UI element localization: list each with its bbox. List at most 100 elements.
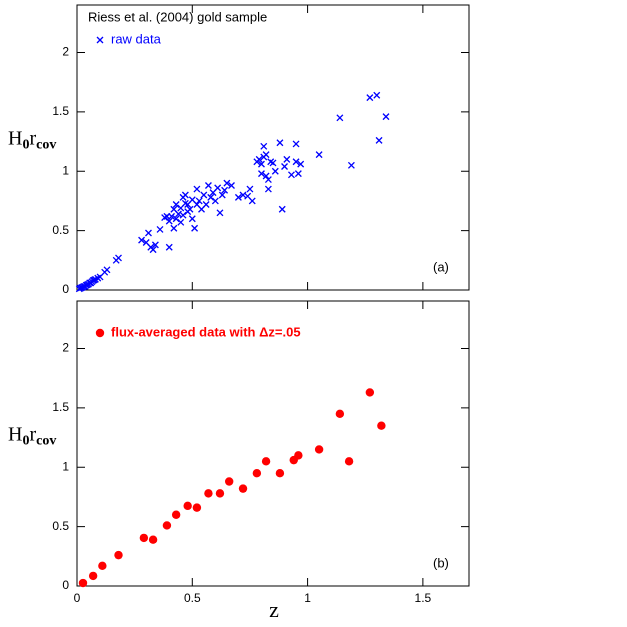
marker-stroke (271, 167, 279, 175)
data-point (207, 193, 215, 201)
data-point (264, 185, 272, 193)
y-tick-label: 1 (62, 163, 69, 177)
legend-marker (96, 36, 104, 44)
data-point (179, 211, 187, 219)
data-point (264, 176, 272, 184)
marker-stroke (258, 160, 265, 168)
data-point (181, 191, 189, 199)
marker-stroke (211, 197, 219, 205)
marker-stroke (207, 193, 215, 201)
data-point (156, 225, 164, 233)
x-tick-label: 1 (304, 591, 311, 605)
x-tick-label: 0.5 (184, 591, 201, 605)
legend-title: Riess et al. (2004) gold sample (88, 9, 267, 24)
marker-stroke (260, 142, 268, 150)
y-tick-label: 0 (62, 282, 69, 296)
data-point (248, 197, 256, 205)
y-axis-label: H0rcov (8, 423, 56, 449)
data-point (314, 445, 324, 454)
data-point (115, 254, 122, 262)
data-point (145, 229, 152, 237)
data-point (252, 468, 262, 478)
data-point (165, 243, 173, 251)
marker-stroke (195, 197, 203, 205)
marker-stroke (221, 186, 229, 194)
marker-stroke (115, 254, 122, 262)
data-point (211, 197, 219, 205)
y-tick-label: 2 (62, 45, 69, 59)
marker-stroke (218, 191, 226, 199)
data-point (170, 224, 178, 232)
data-point (281, 163, 288, 170)
marker-stroke (262, 151, 270, 159)
data-point (246, 185, 254, 193)
legend-label: raw data (111, 31, 162, 46)
y-axis-label: H0rcov (8, 127, 56, 153)
data-point (258, 170, 265, 178)
data-point (114, 550, 123, 560)
marker-stroke (151, 241, 159, 249)
data-point (276, 139, 284, 147)
plot-frame (76, 300, 470, 587)
marker-stroke (200, 191, 208, 199)
data-point (215, 489, 225, 498)
data-point (216, 209, 224, 217)
data-point (195, 197, 203, 205)
marker-stroke (315, 151, 323, 159)
y-label-part: H (8, 127, 22, 149)
data-point (260, 142, 268, 150)
y-label-subscript: cov (36, 138, 56, 153)
marker-stroke (193, 185, 201, 193)
data-point (287, 171, 295, 179)
data-point (214, 184, 222, 192)
marker-stroke (188, 196, 196, 204)
data-point (366, 94, 374, 102)
data-point (292, 158, 300, 166)
data-point (186, 205, 194, 213)
marker-stroke (188, 215, 196, 223)
marker-stroke (347, 161, 355, 169)
data-point (218, 191, 226, 199)
data-point (344, 457, 354, 466)
data-point (365, 388, 375, 397)
data-point (221, 186, 229, 194)
data-point (138, 236, 146, 244)
y-tick-label: 1 (62, 459, 69, 473)
data-point (382, 113, 390, 121)
y-label-subscript: 0 (22, 434, 29, 449)
marker-stroke (156, 225, 164, 233)
data-point (151, 241, 159, 249)
marker-stroke (246, 185, 254, 193)
marker-stroke (191, 224, 199, 232)
legend-marker (95, 328, 105, 338)
y-tick-label: 1.5 (52, 400, 69, 414)
data-point (292, 140, 300, 148)
plot-frame (76, 4, 470, 291)
marker-stroke (276, 139, 284, 147)
data-point (165, 217, 173, 225)
data-point (192, 503, 202, 512)
marker-stroke (214, 184, 222, 192)
marker-stroke (172, 201, 180, 208)
data-point (148, 535, 158, 544)
marker-stroke (382, 113, 390, 121)
marker-stroke (179, 211, 187, 219)
marker-stroke (366, 94, 374, 102)
data-point (162, 521, 172, 530)
marker-stroke (248, 197, 256, 205)
y-tick-label: 0.5 (52, 519, 69, 533)
marker-stroke (186, 205, 194, 213)
marker-stroke (278, 205, 286, 213)
marker-stroke (181, 199, 189, 207)
data-point (297, 160, 305, 168)
data-point (347, 161, 355, 169)
marker-stroke (170, 224, 178, 232)
data-point (204, 489, 213, 498)
marker-stroke (269, 159, 277, 167)
marker-stroke (262, 172, 270, 180)
data-point (149, 246, 157, 254)
data-point (275, 468, 285, 478)
